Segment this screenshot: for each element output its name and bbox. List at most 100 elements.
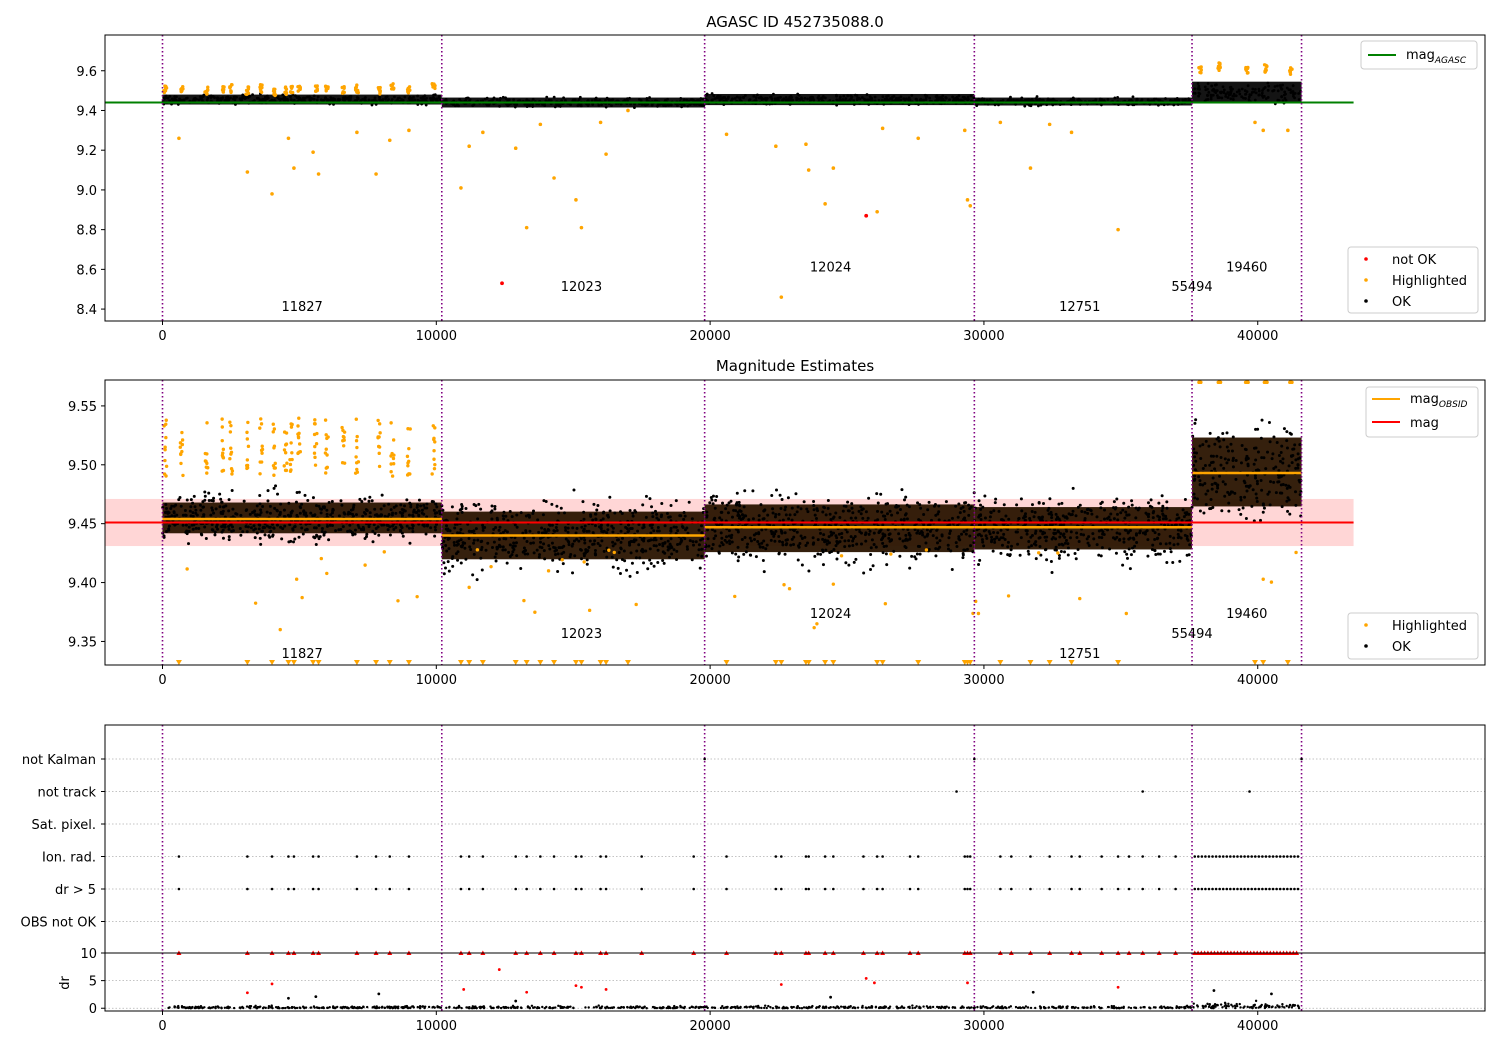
ok-point (508, 543, 512, 547)
ok-point (399, 525, 403, 529)
ok-point (664, 99, 667, 102)
ok-point (793, 513, 797, 517)
highlighted-below-range-marker (405, 660, 412, 665)
ok-point (183, 513, 187, 517)
ok-point (329, 513, 333, 517)
highlighted-point (315, 431, 319, 436)
highlighted-point (1290, 67, 1294, 71)
highlighted-point (229, 452, 233, 456)
ok-point (1285, 430, 1289, 434)
ok-point (494, 526, 498, 530)
ok-point (961, 553, 965, 557)
ok-point (604, 105, 608, 109)
highlighted-point (282, 448, 287, 452)
ok-point (779, 529, 783, 533)
ok-point (1234, 458, 1238, 462)
ok-point (411, 523, 415, 527)
ok-point (1020, 509, 1024, 513)
ok-point (675, 549, 679, 553)
ok-point (674, 525, 678, 529)
ok-point (396, 97, 400, 100)
ok-point (1103, 517, 1107, 521)
ok-point (178, 97, 181, 101)
ok-point (1100, 500, 1104, 504)
flag-point (459, 855, 463, 858)
ok-point (571, 526, 575, 530)
ok-point (309, 511, 313, 515)
ok-point (275, 523, 279, 527)
ok-point (1294, 458, 1298, 462)
ok-point (849, 97, 853, 101)
ok-point (794, 492, 798, 496)
not-ok-point (864, 213, 869, 218)
ok-point (1046, 508, 1050, 512)
ok-point (504, 97, 508, 101)
ok-point (1123, 550, 1127, 554)
highlighted-below-range-marker (830, 660, 837, 665)
flag-point (1207, 887, 1211, 891)
ok-point (847, 509, 851, 513)
ok-point (368, 495, 372, 499)
ok-point (905, 517, 909, 521)
ok-point (1260, 456, 1264, 460)
ok-point (700, 554, 704, 558)
ok-point (501, 548, 505, 552)
ok-point (230, 529, 234, 533)
ok-point (1197, 84, 1201, 88)
flag-point (881, 887, 884, 891)
ok-point (623, 98, 627, 102)
highlighted-point (162, 90, 167, 95)
ok-point (727, 534, 731, 538)
ok-point (1164, 97, 1167, 100)
ok-point (992, 537, 996, 541)
flag-point (1232, 887, 1236, 891)
flag-point (317, 855, 320, 858)
ok-point (1016, 542, 1020, 546)
highlighted-point (289, 425, 294, 429)
ok-point (1039, 553, 1043, 557)
highlighted-point (244, 88, 249, 93)
ok-point (1024, 512, 1028, 516)
ok-point (513, 102, 517, 106)
ok-point (1294, 503, 1298, 507)
ok-point (1162, 549, 1166, 553)
ok-point (1076, 505, 1080, 509)
ok-point (575, 526, 579, 530)
highlighted-point (405, 87, 410, 92)
flag-point (1278, 855, 1282, 858)
ok-point (868, 95, 872, 99)
x-tick-label: 30000 (963, 673, 1004, 688)
ok-point (194, 508, 198, 512)
ok-point (1172, 536, 1176, 540)
ok-point (164, 94, 168, 98)
ok-point (1201, 483, 1205, 487)
ok-point (490, 504, 494, 508)
highlighted-point (513, 146, 518, 151)
ok-point (409, 96, 413, 100)
ok-point (669, 537, 673, 541)
flag-point (875, 887, 879, 891)
ok-point (358, 497, 362, 501)
ok-point (241, 530, 245, 534)
ok-point (712, 94, 716, 98)
legend-mag-agasc-subscript: AGASC (1434, 56, 1467, 66)
ok-point (983, 516, 987, 520)
ok-point (946, 543, 950, 547)
ok-point (774, 512, 778, 516)
flag-point (1229, 887, 1232, 891)
ok-point (401, 534, 405, 538)
ok-point (417, 498, 421, 502)
ok-point (560, 552, 564, 556)
ok-point (378, 95, 381, 99)
ok-point (721, 96, 724, 100)
ok-point (494, 552, 498, 556)
ok-point (1280, 87, 1283, 91)
ok-point (757, 514, 761, 518)
ok-point (1218, 445, 1222, 449)
dr-ok-point (328, 1006, 331, 1009)
highlighted-point (205, 91, 209, 96)
ok-point (317, 523, 321, 527)
ok-point (390, 524, 394, 528)
ok-point (902, 97, 906, 101)
ok-point (1113, 96, 1117, 100)
